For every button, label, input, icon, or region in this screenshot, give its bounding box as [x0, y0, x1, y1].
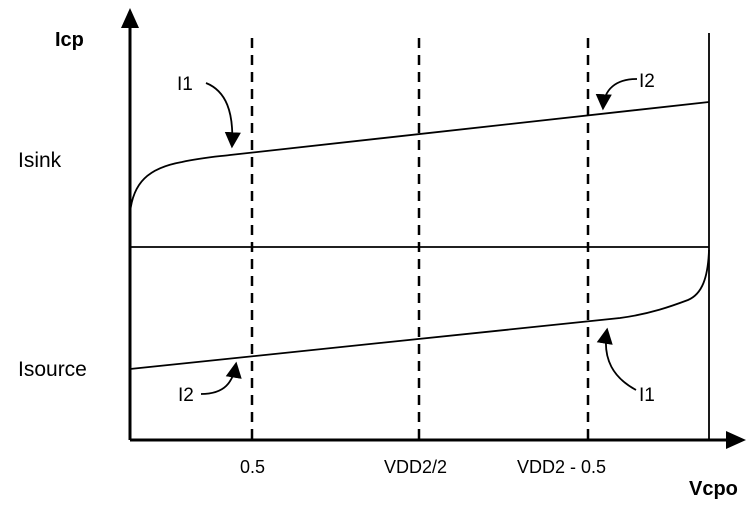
source-i2-label: I2 — [178, 385, 194, 406]
source-i1-label: I1 — [639, 385, 655, 406]
tick-label-vdd2-minus: VDD2 - 0.5 — [517, 457, 606, 477]
sink-i2-arrow — [595, 78, 638, 111]
sink-i1-arrow — [205, 82, 241, 149]
x-axis-arrowhead — [726, 431, 746, 449]
isource-label: Isource — [18, 358, 87, 381]
y-axis-arrowhead — [121, 8, 139, 28]
isink-label: Isink — [18, 149, 62, 172]
source-i2-arrow — [200, 361, 242, 395]
tick-label-vdd2-half: VDD2/2 — [384, 457, 447, 477]
tick-label-0-5: 0.5 — [240, 457, 265, 477]
y-axis-title: Icp — [55, 29, 84, 51]
sink-i1-label: I1 — [177, 74, 193, 95]
x-axis-title: Vcpo — [689, 478, 738, 500]
sink-i2-label: I2 — [639, 71, 655, 92]
sink-current-curve — [129, 101, 710, 214]
source-current-curve — [129, 249, 710, 370]
source-i1-arrow — [596, 327, 637, 391]
